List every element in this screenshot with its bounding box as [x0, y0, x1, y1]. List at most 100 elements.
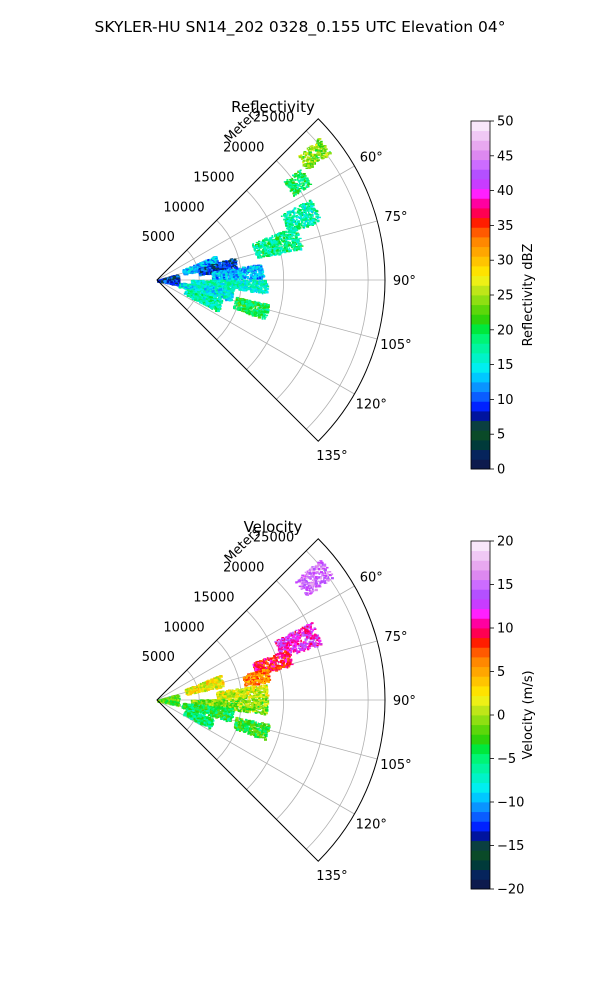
echo-gate: [270, 251, 274, 254]
echo-gate: [262, 304, 264, 307]
echo-gate: [292, 174, 295, 177]
echo-gate: [250, 273, 253, 276]
echo-gate: [234, 276, 237, 279]
echo-gate: [224, 285, 227, 288]
echo-gate: [264, 288, 266, 290]
echo-gate: [313, 209, 316, 212]
echo-gate: [257, 257, 260, 259]
echo-gate: [263, 286, 267, 288]
echo-gate: [261, 269, 264, 271]
echo-gate: [240, 269, 243, 273]
echo-gate: [222, 264, 224, 267]
echo-gate: [289, 222, 293, 224]
echo-gate: [174, 276, 177, 279]
echo-gate: [253, 265, 256, 268]
echo-gate: [257, 249, 260, 251]
echo-gate: [227, 289, 230, 292]
echo-gate: [263, 315, 266, 317]
echo-gate: [256, 283, 259, 285]
echo-gate: [198, 272, 201, 275]
echo-gate: [181, 285, 184, 287]
echo-gate: [187, 285, 189, 287]
echo-gate: [228, 293, 231, 296]
echo-gate: [238, 273, 242, 276]
echo-gate: [294, 243, 296, 245]
echo-gate: [292, 244, 294, 247]
echo-gate: [208, 266, 212, 269]
echo-gate: [238, 278, 241, 281]
echo-gate: [279, 244, 283, 246]
echo-gate: [216, 272, 219, 275]
echo-gate: [242, 266, 246, 268]
echo-gate: [206, 284, 209, 287]
echo-gate: [207, 259, 210, 262]
echo-gate: [199, 288, 203, 291]
echo-gate: [263, 303, 266, 305]
echo-gate: [285, 218, 288, 221]
echo-gate: [258, 240, 261, 242]
echo-gate: [209, 267, 211, 270]
echo-gate: [225, 295, 228, 298]
echo-gate: [288, 216, 291, 219]
echo-gate: [246, 272, 249, 275]
echo-gate: [305, 159, 309, 162]
echo-gate: [211, 269, 214, 271]
echo-gate: [194, 267, 197, 270]
radar-panels: Reflectivity500010000150002000025000Mete…: [142, 98, 536, 898]
echo-gate: [285, 225, 288, 227]
echo-gate: [305, 158, 308, 160]
echo-gate: [310, 154, 313, 158]
echo-gate: [201, 261, 204, 263]
echo-gate: [222, 274, 226, 276]
echo-gate: [311, 223, 315, 225]
echo-gate: [194, 282, 197, 284]
echo-gate: [213, 289, 216, 292]
echo-gate: [244, 303, 248, 305]
echo-gate: [255, 287, 259, 289]
echo-gate: [205, 261, 209, 264]
echo-gate: [176, 278, 180, 281]
echo-gate: [235, 298, 238, 302]
echo-gate: [263, 245, 265, 248]
figure-title: SKYLER-HU SN14_202 0328_0.155 UTC Elevat…: [95, 18, 506, 37]
echo-gate: [207, 292, 209, 295]
echo-gate: [274, 249, 277, 251]
echo-gate: [286, 245, 289, 248]
echo-gate: [180, 283, 184, 285]
echo-gate: [254, 315, 257, 317]
echo-gate: [274, 243, 277, 245]
echo-gate: [232, 281, 236, 284]
echo-gate: [309, 145, 312, 148]
echo-gate: [202, 261, 206, 265]
echo-gate: [204, 266, 207, 269]
echo-gate: [307, 207, 311, 209]
echo-gate: [213, 283, 216, 285]
echo-gate: [293, 246, 296, 249]
echo-gate: [219, 277, 223, 281]
echo-gate: [254, 275, 257, 278]
echo-gate: [289, 184, 293, 187]
echo-gate: [231, 269, 234, 272]
echo-gate: [267, 247, 270, 249]
echo-gate: [256, 267, 260, 270]
echo-gate: [236, 270, 240, 274]
echo-gate: [261, 251, 265, 253]
echo-gate: [255, 270, 258, 272]
echo-gate: [231, 259, 234, 261]
echo-gate: [256, 286, 260, 288]
echo-gate: [249, 267, 252, 269]
echo-gate: [235, 267, 239, 270]
echo-gate: [263, 290, 266, 292]
echo-gate: [257, 316, 260, 319]
echo-gate: [321, 158, 324, 160]
echo-gate: [256, 289, 259, 291]
echo-gate: [281, 251, 283, 254]
echo-gate: [243, 282, 247, 285]
echo-gate: [242, 310, 245, 313]
echo-gate: [252, 243, 255, 246]
echo-gate: [258, 248, 261, 252]
echo-gate: [296, 241, 300, 244]
echo-gate: [211, 293, 215, 295]
echo-gate: [277, 239, 279, 243]
echo-gate: [208, 263, 211, 266]
